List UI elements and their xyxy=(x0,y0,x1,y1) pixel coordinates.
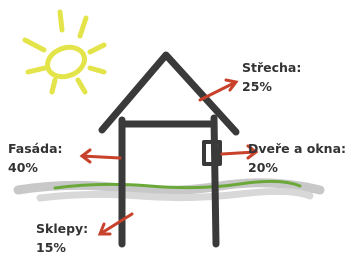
label-name: Sklepy: xyxy=(36,221,88,236)
label-value: 20% xyxy=(248,160,278,175)
house xyxy=(102,55,236,244)
label-name: Dveře a okna: xyxy=(248,141,346,156)
label-name: Fasáda: xyxy=(8,141,63,156)
diagram: Střecha: 25% Fasáda: 40% Dveře a okna: 20% Skl… xyxy=(0,0,354,256)
label-value: 15% xyxy=(36,240,66,255)
ground xyxy=(18,181,320,198)
label-value: 40% xyxy=(8,160,38,175)
label-name: Střecha: xyxy=(242,60,301,75)
sun xyxy=(25,12,104,92)
arrows xyxy=(82,80,256,234)
label-value: 25% xyxy=(242,79,272,94)
